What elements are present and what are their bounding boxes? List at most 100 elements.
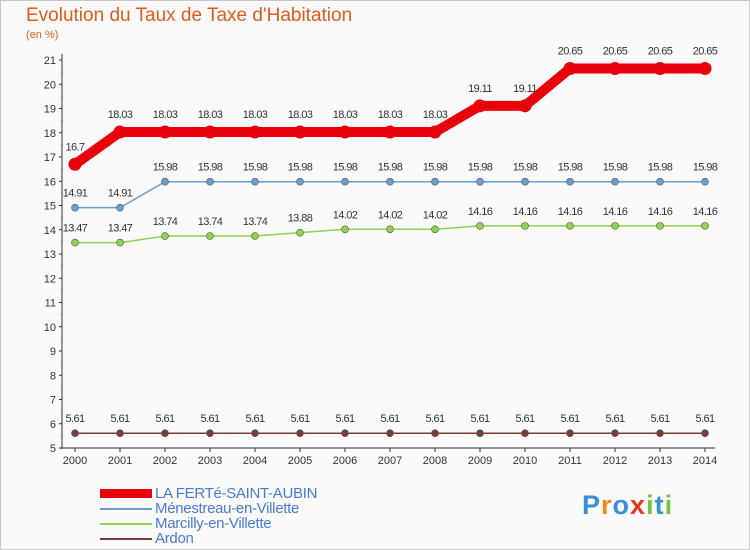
data-point	[611, 429, 619, 438]
data-label: 5.61	[65, 413, 84, 425]
data-label: 18.03	[153, 109, 178, 121]
data-point	[203, 125, 217, 139]
data-label: 18.03	[333, 109, 358, 121]
data-label: 18.03	[378, 109, 403, 121]
series-2: 13.47 13.47 13.74 13.74 13.74 13.88 14.02 14.02…	[63, 206, 718, 247]
y-tick-label: 18	[44, 128, 56, 140]
series-line	[74, 180, 706, 209]
series-0: 16.7 18.03 18.03 18.03 18.03 18.03 18.03 18.03 1…	[65, 45, 718, 171]
y-tick-label: 6	[50, 419, 56, 431]
data-label: 5.61	[380, 413, 399, 425]
data-label: 13.74	[198, 216, 223, 228]
legend-label: LA FERTé-SAINT-AUBIN	[155, 485, 318, 502]
data-label: 15.98	[333, 162, 358, 174]
y-tick-label: 17	[44, 152, 56, 164]
data-point	[431, 429, 439, 438]
data-point	[341, 225, 349, 234]
data-point	[386, 429, 394, 438]
x-tick-label: 2012	[603, 455, 627, 467]
data-label: 14.02	[333, 209, 358, 221]
data-label: 5.61	[470, 413, 489, 425]
data-label: 14.16	[468, 206, 493, 218]
data-label: 15.98	[198, 162, 223, 174]
data-label: 14.16	[648, 206, 673, 218]
y-tick-label: 7	[50, 395, 56, 407]
data-label: 15.98	[288, 162, 313, 174]
data-label: 14.91	[63, 188, 88, 200]
logo-letter: o	[612, 490, 631, 520]
x-tick-label: 2008	[423, 455, 447, 467]
legend-label: Ardon	[155, 530, 194, 547]
legend-label: Ménestreau-en-Villette	[155, 500, 300, 517]
logo-letter: i	[664, 490, 674, 520]
legend-swatch	[100, 522, 152, 525]
data-label: 15.98	[513, 162, 538, 174]
x-tick-label: 2000	[63, 455, 87, 467]
legend: LA FERTé-SAINT-AUBIN Ménestreau-en-Ville…	[100, 485, 318, 547]
logo-letter: P	[582, 490, 602, 520]
data-point	[701, 177, 709, 186]
data-point	[251, 232, 259, 240]
data-point	[161, 232, 169, 240]
data-point	[293, 125, 307, 139]
data-point	[473, 99, 487, 113]
data-point	[431, 177, 439, 186]
x-tick-label: 2002	[153, 455, 177, 467]
y-tick-label: 14	[44, 225, 56, 237]
data-label: 18.03	[243, 109, 268, 121]
data-point	[476, 222, 484, 230]
data-label: 18.03	[108, 109, 133, 121]
data-label: 15.98	[378, 162, 403, 174]
data-label: 5.61	[425, 413, 444, 425]
data-point	[566, 429, 574, 438]
data-label: 18.03	[198, 109, 223, 121]
data-point	[248, 125, 262, 139]
y-tick-label: 15	[44, 201, 56, 213]
x-tick-label: 2013	[648, 455, 672, 467]
data-point	[701, 429, 709, 438]
logo-letter: x	[630, 490, 647, 520]
legend-item: Ardon	[100, 530, 317, 547]
y-tick-label: 20	[44, 79, 56, 91]
legend-swatch	[100, 537, 152, 540]
data-label: 20.65	[603, 45, 628, 57]
data-point	[158, 125, 172, 139]
logo-letter: i	[646, 490, 655, 520]
data-label: 5.61	[290, 413, 309, 425]
data-label: 15.98	[693, 162, 718, 174]
y-tick-label: 16	[44, 176, 56, 188]
logo-letter: t	[654, 490, 665, 520]
data-label: 14.02	[378, 209, 403, 221]
data-point	[656, 222, 664, 230]
data-point	[251, 177, 259, 186]
data-label: 16.7	[65, 141, 84, 153]
data-point	[161, 177, 169, 186]
y-tick-label: 8	[50, 370, 56, 382]
x-tick-label: 2011	[558, 455, 582, 467]
data-label: 20.65	[648, 45, 673, 57]
data-point	[296, 177, 304, 186]
data-point	[206, 429, 214, 438]
data-point	[653, 61, 667, 75]
proxiti-logo: Proxiti	[582, 490, 673, 521]
y-tick-label: 9	[50, 346, 56, 358]
x-tick-label: 2001	[108, 455, 132, 467]
data-point	[341, 429, 349, 438]
data-point	[608, 61, 622, 75]
x-tick-label: 2003	[198, 455, 222, 467]
x-tick-label: 2007	[378, 455, 402, 467]
data-point	[71, 429, 79, 438]
series-3: 5.61 5.61 5.61 5.61 5.61 5.61 5.61 5.61 5.61 5.61…	[65, 413, 716, 438]
data-label: 5.61	[515, 413, 534, 425]
data-point	[476, 429, 484, 438]
legend-item: Ménestreau-en-Villette	[100, 500, 317, 517]
logo-letter: r	[601, 490, 613, 520]
data-point	[116, 429, 124, 438]
data-point	[338, 125, 352, 139]
data-point	[161, 429, 169, 438]
data-point	[206, 232, 214, 240]
data-label: 14.16	[693, 206, 718, 218]
data-point	[428, 125, 442, 139]
legend-item: LA FERTé-SAINT-AUBIN	[100, 485, 318, 502]
